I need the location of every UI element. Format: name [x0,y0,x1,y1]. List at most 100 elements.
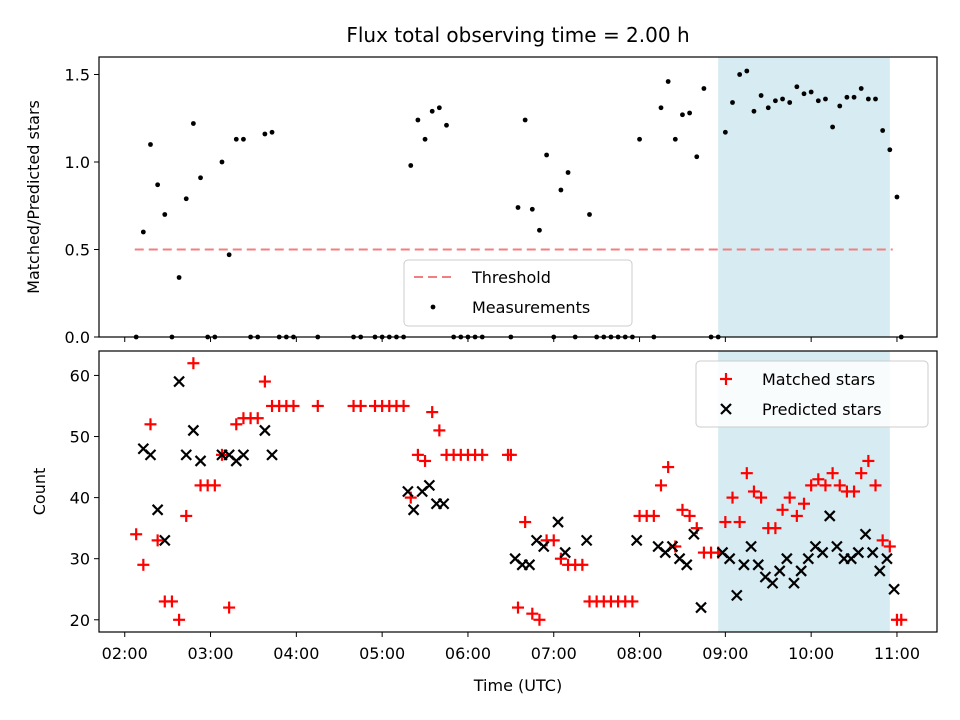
matched-star-point [230,418,243,431]
measurement-point [880,128,886,133]
bottom-x-axis: 02:00 03:00 04:00 05:00 06:00 07:00 08:00 09:00… [102,632,920,663]
predicted-star-point [802,552,815,565]
matched-star-point [354,399,367,412]
predicted-star-point [523,559,536,571]
measurement-point [858,86,864,91]
matched-star-point [833,479,846,492]
x-tick-label: 09:00 [702,644,748,663]
matched-star-point [223,601,236,614]
y-tick-label: 50 [70,428,90,447]
matched-star-point [173,613,186,626]
chart-title: Flux total observing time = 2.00 h [346,23,689,47]
predicted-star-point [151,504,164,516]
x-tick-label: 10:00 [788,644,834,663]
matched-star-point [626,595,639,608]
predicted-star-point [144,449,157,461]
measurement-point [140,229,146,235]
x-tick-label: 11:00 [874,644,920,663]
y-tick-label: 0.0 [65,328,90,347]
measurement-point [408,163,414,168]
matched-star-point [151,534,164,547]
x-tick-label: 06:00 [445,644,491,663]
matched-star-point [258,375,271,388]
matched-star-point [411,448,424,461]
x-tick-label: 07:00 [531,644,577,663]
predicted-star-point [407,504,420,516]
measurement-point [687,110,693,116]
measurement-point [148,142,153,147]
predicted-star-point [402,485,414,498]
measurement-point [565,170,571,175]
top-panel: Flux total observing time = 2.00 h 0.00.… [24,23,938,347]
predicted-star-point [866,546,879,559]
measurement-point [672,136,678,142]
measurement-point [176,275,182,280]
measurement-point [801,91,807,97]
matched-star-point [165,595,178,608]
bottom-y-axis: 20 30 40 50 60 [70,366,99,630]
matched-star-point [519,516,532,529]
measurement-point [808,89,814,95]
measurement-point [269,129,275,135]
x-tick-label: 08:00 [616,644,662,663]
matched-star-point [208,479,221,492]
measurement-point [851,94,857,100]
matched-star-point [526,607,539,620]
legend-frame [403,259,633,327]
measurements-legend-swatch [430,304,436,310]
x-tick-label: 04:00 [273,644,319,663]
matched-star-point [547,534,560,547]
matched-star-point [683,509,696,522]
measurement-point [190,121,196,126]
threshold-legend-label: Threshold [471,268,551,287]
measurement-point [780,96,785,102]
predicted-legend-label: Predicted stars [762,400,882,419]
matched-star-point [869,479,882,492]
matched-star-point [726,491,739,504]
matched-star-point [504,448,517,461]
matched-star-point [883,540,896,553]
matched-star-point [747,485,760,498]
predicted-star-point [159,534,171,547]
matched-star-point [426,406,439,419]
matched-star-point [130,528,143,541]
matched-star-point [311,399,324,412]
predicted-star-point [559,546,571,559]
measurement-point [765,105,771,111]
predicted-star-point [823,510,836,522]
measurement-point [233,136,239,142]
predicted-star-point [680,559,693,571]
matched-star-point [576,558,589,571]
y-tick-label: 60 [70,366,90,385]
top-highlight-window [718,57,890,337]
matched-star-point [287,399,300,412]
matched-star-point [819,479,832,492]
measurement-point [219,159,225,165]
matched-star-point [144,418,157,431]
matched-legend-swatch [720,373,732,385]
matched-star-point [647,509,660,522]
matched-star-point [733,516,746,529]
x-tick-label: 05:00 [359,644,405,663]
measurement-point [241,136,246,142]
matched-star-point [783,491,796,504]
predicted-star-point [666,540,679,553]
predicted-star-point [688,528,700,541]
measurement-point [155,182,161,188]
predicted-star-point [180,449,193,461]
matched-star-point [533,613,546,626]
x-tick-label: 02:00 [102,644,148,663]
matched-star-point [790,509,803,522]
measurement-point [537,227,542,233]
matched-star-point [137,558,150,571]
predicted-star-point [888,583,900,596]
measurement-point [529,206,535,212]
measurement-point [722,129,728,135]
predicted-star-point [788,577,800,589]
top-y-axis: 0.0 0.5 1.0 1.5 [65,66,99,347]
measurement-point [758,93,764,98]
measurement-point [694,154,700,160]
predicted-star-point [580,534,593,547]
predicted-star-point [874,565,886,577]
